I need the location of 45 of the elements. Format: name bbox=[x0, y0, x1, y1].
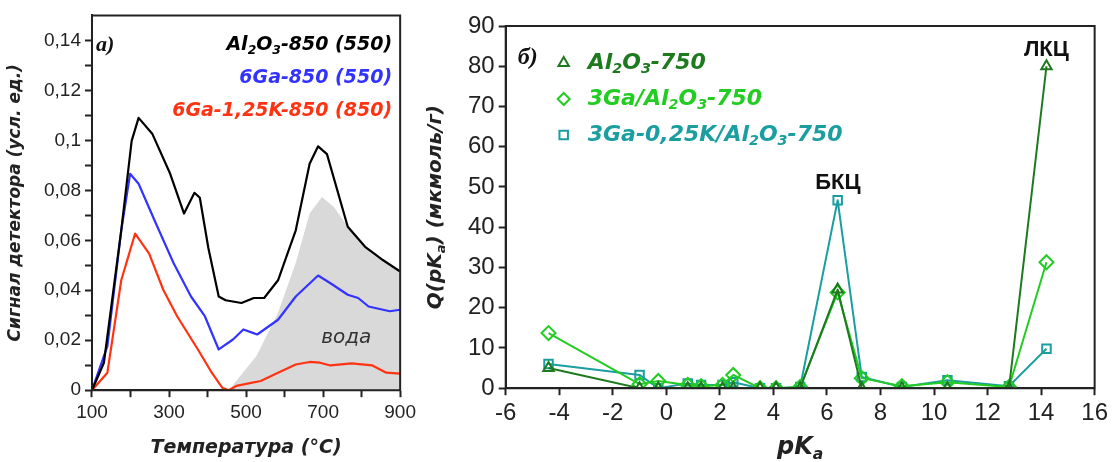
text: 6Ga-1,25K-850 (850) bbox=[172, 98, 393, 121]
annotation: б) bbox=[517, 43, 538, 70]
y-tick-label: 0,08 bbox=[44, 178, 81, 200]
y-tick-label: 90 bbox=[467, 10, 495, 38]
y-tick-label: 10 bbox=[467, 332, 495, 360]
y-tick-label: 70 bbox=[467, 91, 495, 119]
y-tick-label: 0,1 bbox=[54, 128, 81, 150]
annotation: a) bbox=[95, 31, 115, 57]
y-tick-label: 30 bbox=[467, 252, 495, 280]
x-axis-title: Температура (°C) bbox=[150, 434, 342, 457]
x-tick-label: 500 bbox=[230, 400, 262, 422]
y-tick-label: 0,06 bbox=[44, 228, 81, 250]
x-tick-label: 14 bbox=[1027, 398, 1055, 426]
y-tick-label: 40 bbox=[467, 211, 495, 239]
y-axis-title: Сигнал детектора (усл. ед.) bbox=[4, 64, 25, 342]
annotation: ЛКЦ bbox=[1023, 36, 1069, 62]
annotation: БКЦ bbox=[815, 168, 861, 194]
y-tick-label: 0,14 bbox=[44, 28, 82, 50]
y-tick-label: 50 bbox=[467, 171, 495, 199]
y-tick-label: 60 bbox=[467, 131, 495, 159]
x-tick-label: -6 bbox=[495, 398, 517, 426]
x-tick-label: 2 bbox=[713, 398, 727, 426]
x-tick-label: 16 bbox=[1081, 398, 1108, 426]
y-tick-label: 0 bbox=[481, 372, 495, 400]
x-tick-label: 12 bbox=[974, 398, 1001, 426]
text: 6Ga-850 (550) bbox=[239, 65, 393, 88]
x-tick-label: 900 bbox=[384, 400, 416, 422]
x-tick-label: 6 bbox=[820, 398, 834, 426]
x-tick-label: 0 bbox=[659, 398, 673, 426]
y-tick-label: 0 bbox=[70, 378, 81, 400]
annotation: вода bbox=[321, 323, 372, 348]
x-tick-label: -2 bbox=[602, 398, 624, 426]
x-tick-label: 100 bbox=[76, 400, 108, 422]
x-tick-label: 4 bbox=[766, 398, 781, 426]
x-tick-label: 300 bbox=[153, 400, 185, 422]
x-tick-label: 8 bbox=[873, 398, 888, 426]
y-tick-label: 0,04 bbox=[44, 278, 82, 300]
x-tick-label: 10 bbox=[920, 398, 948, 426]
y-tick-label: 80 bbox=[467, 50, 495, 78]
y-tick-label: 0,12 bbox=[44, 78, 81, 100]
y-tick-label: 0,02 bbox=[44, 328, 81, 350]
y-tick-label: 20 bbox=[467, 292, 495, 320]
x-tick-label: 700 bbox=[307, 400, 339, 422]
x-tick-label: -4 bbox=[548, 398, 570, 426]
y-axis-title: Q(pKa) (мкмоль/г) bbox=[422, 105, 449, 310]
